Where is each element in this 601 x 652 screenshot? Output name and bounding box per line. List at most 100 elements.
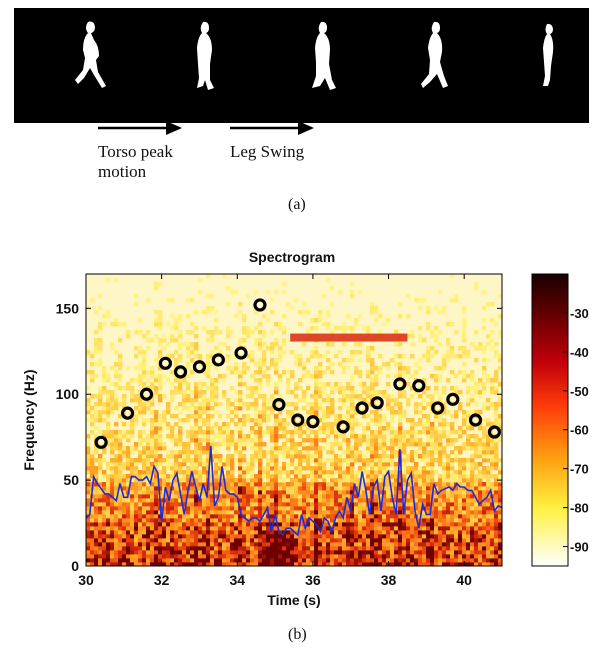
heatmap-cell [350,538,355,543]
heatmap-cell [210,334,215,339]
heatmap-cell [438,474,443,479]
heatmap-cell [362,530,367,535]
heatmap-cell [490,554,495,559]
heatmap-cell [350,326,355,331]
heatmap-cell [206,514,211,519]
heatmap-cell [446,534,451,539]
heatmap-cell [290,442,295,447]
heatmap-cell [254,542,259,547]
heatmap-cell [174,550,179,555]
heatmap-cell [218,502,223,507]
heatmap-cell [350,446,355,451]
heatmap-cell [446,554,451,559]
heatmap-cell [466,486,471,491]
heatmap-cell [186,362,191,367]
heatmap-cell [334,438,339,443]
heatmap-cell [330,494,335,499]
heatmap-cell [278,346,283,351]
heatmap-cell [98,554,103,559]
heatmap-cell [306,550,311,555]
heatmap-cell [178,450,183,455]
heatmap-cell [498,330,502,335]
heatmap-cell [386,374,391,379]
heatmap-cell [230,550,235,555]
heatmap-cell [362,486,367,491]
heatmap-cell [486,358,491,363]
heatmap-cell [362,434,367,439]
heatmap-cell [278,534,283,539]
heatmap-cell [86,450,91,455]
heatmap-cell [290,558,295,563]
heatmap-cell [322,438,327,443]
heatmap-cell [182,398,187,403]
heatmap-cell [202,450,207,455]
heatmap-cell [330,554,335,559]
heatmap-cell [446,378,451,383]
heatmap-cell [242,402,247,407]
heatmap-cell [190,414,195,419]
heatmap-cell [206,418,211,423]
heatmap-cell [270,518,275,523]
heatmap-cell [470,538,475,543]
heatmap-cell [378,314,383,319]
heatmap-cell [402,490,407,495]
heatmap-cell [130,494,135,499]
heatmap-cell [338,350,343,355]
heatmap-cell [110,562,115,566]
heatmap-cell [290,434,295,439]
heatmap-cell [446,410,451,415]
heatmap-cell [358,550,363,555]
heatmap-cell [106,378,111,383]
heatmap-cell [254,398,259,403]
heatmap-cell [482,454,487,459]
heatmap-cell [190,398,195,403]
heatmap-cell [394,398,399,403]
heatmap-cell [446,350,451,355]
heatmap-cell [482,490,487,495]
heatmap-cell [294,430,299,435]
heatmap-cell [302,554,307,559]
heatmap-cell [98,342,103,347]
heatmap-cell [406,370,411,375]
heatmap-cell [194,474,199,479]
heatmap-cell [386,366,391,371]
heatmap-cell [486,534,491,539]
heatmap-cell [278,434,283,439]
heatmap-cell [454,538,459,543]
heatmap-cell [498,526,502,531]
heatmap-cell [114,518,119,523]
heatmap-cell [334,354,339,359]
heatmap-cell [258,478,263,483]
heatmap-cell [394,362,399,367]
heatmap-cell [94,554,99,559]
heatmap-cell [106,438,111,443]
heatmap-cell [234,362,239,367]
heatmap-cell [474,530,479,535]
heatmap-cell [446,490,451,495]
heatmap-cell [490,330,495,335]
heatmap-cell [474,554,479,559]
heatmap-cell [174,466,179,471]
heatmap-cell [154,434,159,439]
heatmap-cell [186,314,191,319]
heatmap-cell [286,490,291,495]
heatmap-cell [366,562,371,566]
heatmap-cell [402,390,407,395]
heatmap-cell [470,534,475,539]
heatmap-cell [434,470,439,475]
heatmap-cell [322,550,327,555]
heatmap-cell [322,562,327,566]
heatmap-cell [158,314,163,319]
heatmap-cell [194,534,199,539]
heatmap-cell [230,290,235,295]
heatmap-cell [486,502,491,507]
heatmap-cell [202,494,207,499]
heatmap-cell [410,494,415,499]
heatmap-cell [454,522,459,527]
heatmap-cell [210,522,215,527]
heatmap-cell [346,458,351,463]
heatmap-cell [458,494,463,499]
heatmap-cell [310,326,315,331]
heatmap-cell [254,406,259,411]
heatmap-cell [138,374,143,379]
